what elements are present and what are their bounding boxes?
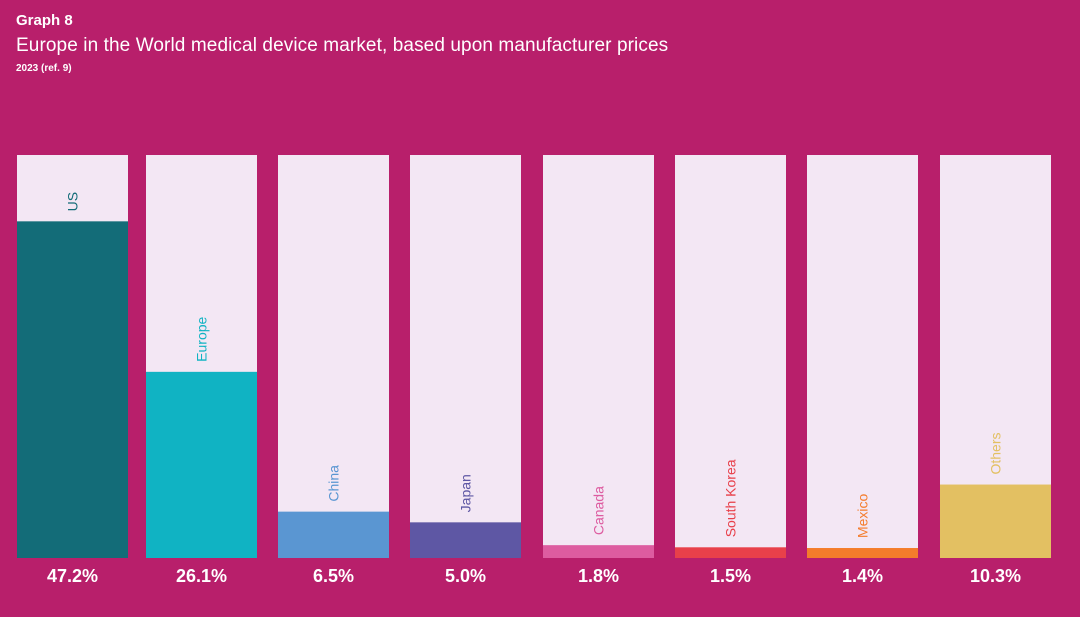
category-label-europe: Europe — [194, 316, 210, 361]
bar-south-korea — [675, 547, 786, 558]
column-background-china — [278, 155, 389, 558]
value-label-china: 6.5% — [313, 566, 354, 586]
column-background-mexico — [807, 155, 918, 558]
bar-china — [278, 511, 389, 558]
category-label-mexico: Mexico — [855, 493, 871, 538]
value-label-japan: 5.0% — [445, 566, 486, 586]
bar-others — [940, 484, 1051, 558]
bar-mexico — [807, 548, 918, 558]
value-label-europe: 26.1% — [176, 566, 227, 586]
category-label-china: China — [326, 465, 342, 502]
category-label-japan: Japan — [458, 474, 474, 512]
category-label-others: Others — [988, 433, 1004, 475]
bar-canada — [543, 545, 654, 558]
chart-title: Europe in the World medical device marke… — [16, 35, 669, 56]
value-label-south-korea: 1.5% — [710, 566, 751, 586]
category-label-canada: Canada — [591, 486, 607, 535]
value-label-canada: 1.8% — [578, 566, 619, 586]
value-label-us: 47.2% — [47, 566, 98, 586]
bar-us — [17, 221, 128, 558]
bar-japan — [410, 522, 521, 558]
category-label-south-korea: South Korea — [723, 459, 739, 537]
chart-subtitle: 2023 (ref. 9) — [16, 63, 72, 74]
graph-number: Graph 8 — [16, 12, 73, 29]
category-label-us: US — [65, 192, 81, 211]
column-background-japan — [410, 155, 521, 558]
column-background-south-korea — [675, 155, 786, 558]
value-label-others: 10.3% — [970, 566, 1021, 586]
value-label-mexico: 1.4% — [842, 566, 883, 586]
column-background-canada — [543, 155, 654, 558]
bar-europe — [146, 371, 257, 558]
